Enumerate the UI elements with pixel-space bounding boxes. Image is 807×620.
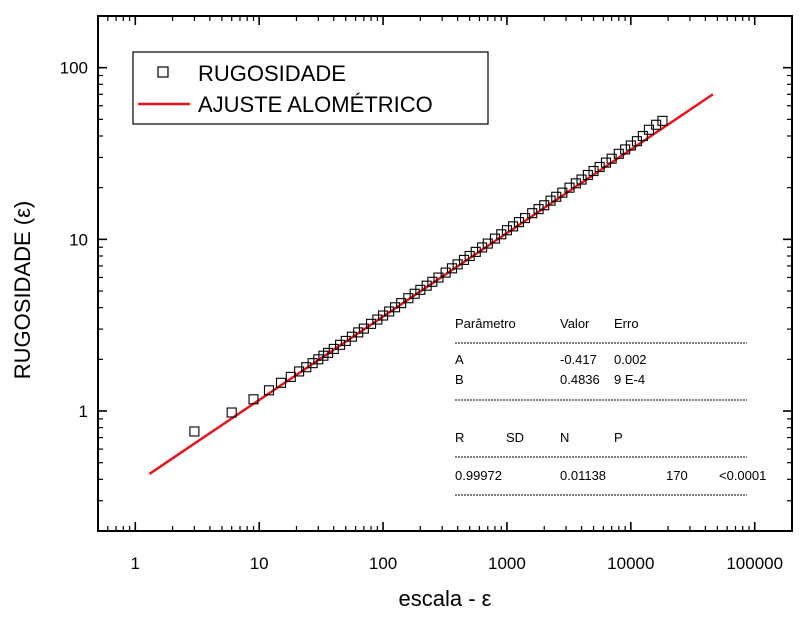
y-tick-label: 10 xyxy=(69,230,88,249)
data-point xyxy=(189,426,200,437)
data-point xyxy=(477,242,488,253)
stats-value-sd: 0.01138 xyxy=(560,468,606,483)
data-point xyxy=(458,254,470,265)
data-point xyxy=(657,115,668,126)
data-point xyxy=(409,288,420,299)
data-point xyxy=(285,371,296,382)
legend-box xyxy=(132,51,489,125)
data-point xyxy=(353,327,364,338)
data-point xyxy=(335,339,346,350)
x-tick-label: 1000 xyxy=(488,554,526,573)
y-tick-label: 100 xyxy=(60,59,88,78)
y-tick-label: 1 xyxy=(79,402,88,421)
stats-param-a-value: -0.417 xyxy=(560,352,597,367)
stats-header-sd: SD xyxy=(506,430,524,445)
data-point xyxy=(501,225,512,236)
legend-marker-square-icon xyxy=(157,66,169,78)
x-axis-title: escala - ε xyxy=(399,586,492,611)
stats-header-n: N xyxy=(560,430,569,445)
stats-header-parametro: Parâmetro xyxy=(455,316,516,331)
data-point xyxy=(263,385,275,396)
stats-param-b-error: 9 E-4 xyxy=(614,372,645,387)
stats-param-a-error: 0.002 xyxy=(614,352,647,367)
plot-frame xyxy=(97,15,793,532)
x-tick-label: 1 xyxy=(131,554,140,573)
stats-value-n: 170 xyxy=(666,468,688,483)
stats-param-a-name: A xyxy=(455,352,464,367)
data-point xyxy=(313,354,324,365)
data-point xyxy=(248,394,259,405)
data-point xyxy=(651,119,662,130)
data-point xyxy=(545,195,556,206)
x-tick-label: 10 xyxy=(250,554,269,573)
x-tick-label: 100000 xyxy=(726,554,783,573)
data-point xyxy=(600,157,612,168)
y-axis-title: RUGOSIDADE (ε) xyxy=(10,201,35,379)
x-axis: 1 10 100 1000 10000 100000 xyxy=(97,16,793,573)
stats-table: Parâmetro Valor Erro A -0.417 0.002 B 0.… xyxy=(455,316,766,496)
data-point xyxy=(620,144,631,155)
legend: RUGOSIDADE AJUSTE ALOMÉTRICO xyxy=(132,51,489,125)
stats-header-p: P xyxy=(614,430,623,445)
stats-header-erro: Erro xyxy=(614,316,639,331)
data-point xyxy=(226,407,237,418)
stats-header-valor: Valor xyxy=(560,316,590,331)
data-point xyxy=(307,358,318,369)
data-point xyxy=(533,204,544,215)
data-point xyxy=(421,280,432,291)
stats-param-b-name: B xyxy=(455,372,464,387)
data-points-layer xyxy=(189,115,668,437)
data-point xyxy=(570,178,581,189)
stats-header-r: R xyxy=(455,430,464,445)
data-point xyxy=(631,136,642,147)
y-axis: 1 10 100 xyxy=(60,15,792,532)
legend-label-ajuste: AJUSTE ALOMÉTRICO xyxy=(198,92,433,117)
data-point xyxy=(637,130,648,142)
x-tick-label: 10000 xyxy=(607,554,654,573)
data-point xyxy=(275,377,287,388)
stats-value-p: <0.0001 xyxy=(719,468,766,483)
stats-value-r: 0.99972 xyxy=(455,468,502,483)
x-tick-label: 100 xyxy=(369,554,397,573)
stats-param-b-value: 0.4836 xyxy=(560,372,600,387)
legend-label-rugosidade: RUGOSIDADE xyxy=(198,61,346,86)
